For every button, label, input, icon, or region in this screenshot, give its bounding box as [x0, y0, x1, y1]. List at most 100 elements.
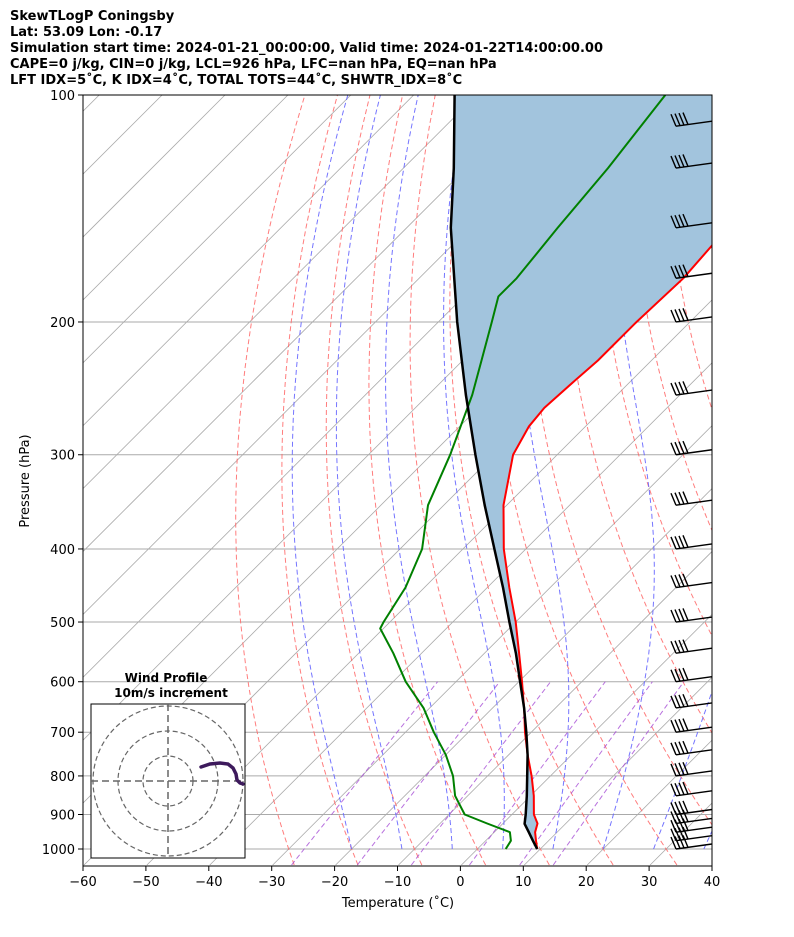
- wind-barb: [670, 154, 713, 169]
- isotherm-line: [83, 95, 414, 427]
- moist-adiabat: [602, 95, 655, 850]
- mixing-ratio-line: [552, 681, 685, 866]
- parcel-path-line: [449, 95, 539, 850]
- dry-adiabat: [368, 95, 487, 866]
- isotherm-line: [713, 95, 794, 865]
- x-tick-label: −50: [132, 875, 159, 890]
- wind-barb: [670, 573, 713, 589]
- wind-barb: [670, 800, 713, 816]
- moist-adiabat: [703, 829, 712, 850]
- x-tick-label: 0: [456, 875, 464, 890]
- wind-barb: [670, 762, 713, 777]
- x-tick-label: −20: [321, 875, 348, 890]
- chart-title: SkewTLogP Coningsby: [10, 9, 175, 24]
- x-tick-label: 10: [515, 875, 532, 890]
- isotherm-line: [83, 95, 477, 490]
- wind-barb: [670, 535, 713, 550]
- mixing-ratio-line: [519, 681, 653, 866]
- location-label: Lat: 53.09 Lon: -0.17: [10, 25, 163, 40]
- wind-barb: [670, 112, 713, 127]
- dry-adiabat: [409, 95, 550, 866]
- hodograph-title: Wind Profile: [125, 671, 208, 685]
- y-tick-label: 400: [50, 543, 75, 558]
- wind-barb: [670, 608, 713, 623]
- wind-barb: [670, 308, 713, 323]
- y-tick-label: 600: [50, 676, 75, 691]
- isotherm-line: [83, 95, 226, 238]
- y-tick-label: 200: [50, 316, 75, 331]
- dry-adiabat: [595, 95, 712, 637]
- moist-adiabat: [385, 95, 453, 849]
- wind-barb: [670, 718, 713, 733]
- x-tick-label: −60: [69, 875, 96, 890]
- isotherm-line: [272, 425, 712, 866]
- wind-barb: [670, 826, 713, 842]
- wind-barb: [670, 835, 713, 850]
- dry-adiabat: [662, 95, 712, 412]
- cape-area: [450, 95, 712, 849]
- isotherm-line: [776, 95, 794, 865]
- y-tick-label: 100: [50, 89, 75, 104]
- axis-ticks: −60 −50 −40 −30 −20 −10 0 10 20 30 40 100 200 300 400 5…: [42, 89, 720, 890]
- isotherm-line: [83, 95, 540, 553]
- x-tick-label: −30: [258, 875, 285, 890]
- isotherm-line: [83, 95, 289, 301]
- y-tick-label: 900: [50, 808, 75, 823]
- moist-adiabat: [291, 95, 353, 850]
- mixing-ratio-line: [410, 681, 551, 866]
- moist-adiabat: [443, 95, 505, 850]
- wind-profile-inset: Wind Profile 10m/s increment: [90, 671, 246, 859]
- wind-barb: [670, 491, 713, 506]
- wind-barb: [670, 667, 713, 683]
- wind-barb: [670, 381, 713, 396]
- x-tick-label: 40: [704, 875, 721, 890]
- y-tick-label: 1000: [42, 843, 75, 858]
- dry-adiabat: [561, 95, 712, 734]
- isotherm-line: [461, 613, 712, 866]
- hodograph-subtitle: 10m/s increment: [114, 686, 228, 700]
- wind-barbs: [670, 112, 713, 850]
- stability-indices-line-2: LFT IDX=5˚C, K IDX=4˚C, TOTAL TOTS=44˚C,…: [10, 73, 463, 88]
- wind-barb: [670, 818, 713, 833]
- stability-indices-line-1: CAPE=0 j/kg, CIN=0 j/kg, LCL=926 hPa, LF…: [10, 57, 497, 72]
- moist-adiabat: [653, 690, 712, 850]
- wind-barb: [670, 639, 713, 654]
- x-axis-label: Temperature (˚C): [341, 895, 454, 911]
- sounding-profiles: [379, 95, 712, 850]
- isotherm-line: [209, 362, 712, 866]
- dry-adiabat: [728, 95, 794, 865]
- isotherm-line: [335, 488, 712, 866]
- isotherm-line: [83, 95, 352, 364]
- mixing-ratio-line: [291, 681, 438, 866]
- dry-adiabat: [281, 95, 359, 866]
- wind-barb: [670, 740, 713, 756]
- dry-adiabat: [235, 95, 306, 866]
- x-tick-label: −10: [384, 875, 411, 890]
- grid-lines: [83, 95, 794, 866]
- y-tick-label: 800: [50, 770, 75, 785]
- y-tick-label: 300: [50, 449, 75, 464]
- dewpoint-line: [379, 95, 667, 850]
- y-axis-label: Pressure (hPa): [18, 434, 33, 527]
- y-tick-label: 500: [50, 616, 75, 631]
- dry-adiabat: [761, 95, 794, 865]
- wind-barb: [670, 694, 713, 709]
- wind-barb: [670, 440, 713, 456]
- x-tick-label: 30: [641, 875, 658, 890]
- moist-adiabat: [754, 95, 794, 849]
- moist-adiabat: [335, 95, 403, 850]
- hodograph-trace: [199, 761, 245, 786]
- temperature-line: [502, 243, 712, 850]
- dry-adiabat: [449, 95, 614, 866]
- wind-barb: [670, 781, 713, 797]
- cape-shading: [450, 95, 712, 849]
- isotherm-line: [146, 299, 712, 866]
- x-tick-label: 20: [578, 875, 595, 890]
- x-tick-label: −40: [195, 875, 222, 890]
- wind-barb: [670, 213, 713, 229]
- simulation-time-label: Simulation start time: 2024-01-21_00:00:…: [10, 41, 603, 56]
- isotherm-line: [83, 95, 100, 112]
- mixing-ratio-line: [356, 681, 501, 866]
- y-tick-label: 700: [50, 726, 75, 741]
